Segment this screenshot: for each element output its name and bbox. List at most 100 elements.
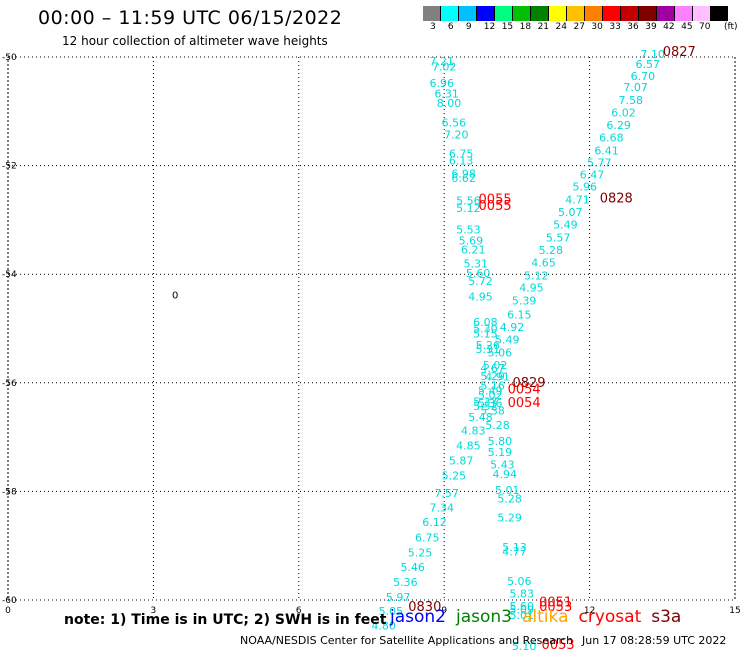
wave-height-label: 7.07 — [623, 81, 648, 94]
color-scale-swatch — [531, 6, 549, 21]
color-scale-swatch — [441, 6, 459, 21]
wave-height-label: 8.00 — [437, 97, 462, 110]
wave-height-label: 5.07 — [558, 206, 583, 219]
wave-height-label: 5.25 — [408, 547, 433, 560]
wave-height-label: 5.26 — [476, 339, 501, 352]
color-scale-label: 24 — [555, 22, 567, 32]
wave-height-label: 5.29 — [480, 370, 505, 383]
legend-s3a: s3a — [651, 607, 682, 627]
y-tick-label: -54 — [2, 270, 17, 280]
wave-height-label: 6.13 — [449, 155, 474, 168]
wave-height-label: 5.12 — [456, 202, 481, 215]
wave-height-label: 6.21 — [461, 244, 486, 257]
wave-height-label: 6.15 — [507, 309, 532, 322]
color-scale-label: 3 — [429, 22, 436, 32]
color-scale-label: 27 — [573, 22, 585, 32]
color-scale-label: 42 — [663, 22, 675, 32]
color-scale-label: 9 — [465, 22, 472, 32]
pass-time-label: 0054 — [508, 396, 541, 411]
wave-height-label: 4.83 — [461, 424, 486, 437]
wave-height-label: 5.97 — [386, 591, 411, 604]
wave-height-label: 6.29 — [606, 119, 631, 132]
wave-height-label: 6.56 — [442, 117, 467, 130]
color-scale-swatch — [657, 6, 675, 21]
pass-time-label: 0051 — [539, 596, 572, 611]
wave-height-label: 4.65 — [531, 257, 556, 270]
x-tick-label: 9 — [441, 606, 447, 616]
x-tick-label: 0 — [5, 606, 11, 616]
legend-jason3: jason3 — [456, 607, 512, 627]
color-scale-label: 15 — [501, 22, 514, 32]
color-scale-label: 18 — [519, 22, 532, 32]
pass-time-label: 0055 — [479, 199, 512, 214]
wave-height-label: 5.16 — [480, 379, 505, 392]
wave-height-label: 5.02 — [478, 389, 503, 402]
wave-height-label: 7.10 — [640, 48, 665, 61]
legend-altika: altika — [522, 607, 569, 627]
wave-height-label: 6.41 — [594, 145, 619, 158]
color-scale-swatch — [567, 6, 585, 21]
wave-height-label: 5.29 — [497, 511, 522, 524]
chart-title: 00:00 – 11:59 UTC 06/15/2022 — [38, 7, 343, 29]
wave-height-label: 6.02 — [611, 107, 636, 120]
wave-height-label: 6.62 — [451, 172, 476, 185]
wave-height-label: 5.39 — [512, 295, 537, 308]
wave-height-label: 5.06 — [488, 347, 513, 360]
wave-height-label: 5.53 — [456, 223, 481, 236]
wave-height-label: 5.56 — [456, 195, 481, 208]
x-tick-label: 15 — [729, 606, 740, 616]
color-scale-label: 21 — [537, 22, 550, 32]
color-scale-swatch — [495, 6, 513, 21]
color-scale-labels: 3 6 9 12 15 18 21 24 27 30 33 36 39 42 45 70 (ft) — [423, 22, 740, 34]
wave-height-label: 5.28 — [539, 244, 564, 257]
wave-height-label: 5.31 — [463, 258, 488, 271]
color-scale-swatch — [585, 6, 603, 21]
wave-height-label: 4.71 — [565, 194, 590, 207]
legend-cryosat: cryosat — [578, 607, 642, 627]
color-scale-swatch — [459, 6, 477, 21]
color-scale-label: 12 — [483, 22, 496, 32]
wave-height-label: 7.58 — [619, 94, 644, 107]
color-scale-swatch — [423, 6, 441, 21]
pass-time-label: 0829 — [512, 376, 545, 391]
legend-jason2: jason2 — [390, 607, 446, 627]
wave-height-label: 5.06 — [507, 575, 532, 588]
wave-height-label: 5.49 — [553, 219, 578, 232]
wave-height-label: 5.52 — [473, 400, 498, 413]
wave-height-label: 7.20 — [444, 128, 469, 141]
color-scale-swatch — [711, 6, 728, 21]
chart-subtitle: 12 hour collection of altimeter wave hei… — [62, 34, 328, 48]
wave-height-label: 6.47 — [580, 169, 605, 182]
wave-height-label: 7.34 — [430, 501, 455, 514]
wave-height-label: 7.21 — [430, 55, 455, 68]
wave-height-label: 6.75 — [449, 147, 474, 160]
wave-height-label: 5.02 — [483, 359, 508, 372]
wave-height-label: 6.12 — [422, 516, 447, 529]
pass-time-label: 0053 — [542, 638, 575, 650]
wave-height-label: 5.38 — [480, 404, 505, 417]
color-scale-label: 33 — [609, 22, 621, 32]
pass-time-label: 0055 — [479, 193, 512, 208]
wave-height-label: 5.01 — [495, 484, 520, 497]
wave-height-label: 5.28 — [485, 419, 510, 432]
wave-height-label: 5.80 — [488, 435, 513, 448]
wave-height-label: 5.37 — [473, 396, 498, 409]
pass-time-label: 0827 — [663, 45, 696, 60]
wave-height-label: 7.57 — [434, 487, 459, 500]
wave-height-label: 4.95 — [519, 282, 544, 295]
wave-height-label: 5.72 — [468, 275, 493, 288]
color-scale-swatch — [639, 6, 657, 21]
footer-timestamp: Jun 17 08:28:59 UTC 2022 — [582, 634, 727, 647]
wave-height-label: 4.67 — [480, 362, 505, 375]
wave-height-label: 5.87 — [449, 454, 474, 467]
color-scale-label: 39 — [645, 22, 657, 32]
color-scale-swatch — [477, 6, 495, 21]
color-scale-label: 70 — [699, 22, 711, 32]
wave-height-label: 6.08 — [473, 316, 498, 329]
pass-time-label: 0053 — [539, 600, 572, 615]
wave-height-label: 5.09 — [509, 604, 534, 617]
satellite-legend: jason2 jason3 altika cryosat s3a — [390, 607, 691, 627]
wave-height-label: 5.13 — [502, 541, 527, 554]
wave-height-label: 4.91 — [485, 371, 510, 384]
